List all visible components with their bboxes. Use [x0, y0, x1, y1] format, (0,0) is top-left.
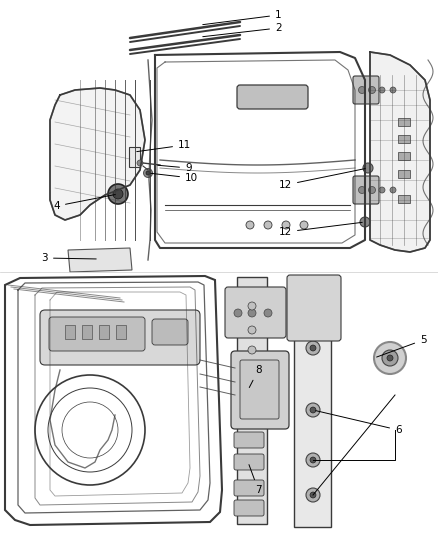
Circle shape [310, 457, 316, 463]
Circle shape [306, 301, 320, 315]
Circle shape [248, 326, 256, 334]
Circle shape [264, 221, 272, 229]
Circle shape [358, 187, 365, 193]
Circle shape [306, 403, 320, 417]
Bar [398, 152, 410, 160]
FancyBboxPatch shape [353, 76, 379, 104]
Circle shape [264, 309, 272, 317]
Circle shape [368, 187, 375, 193]
FancyBboxPatch shape [234, 500, 264, 516]
Circle shape [248, 302, 256, 310]
FancyBboxPatch shape [49, 317, 145, 351]
Bar [65, 325, 75, 339]
Text: 12: 12 [279, 168, 365, 190]
FancyBboxPatch shape [237, 85, 308, 109]
Text: 7: 7 [249, 465, 261, 495]
Circle shape [368, 86, 375, 93]
Circle shape [108, 184, 128, 204]
Text: 3: 3 [41, 253, 96, 263]
Circle shape [310, 345, 316, 351]
Circle shape [310, 492, 316, 498]
Circle shape [310, 305, 316, 311]
FancyBboxPatch shape [152, 319, 188, 345]
Circle shape [248, 346, 256, 354]
Polygon shape [370, 52, 430, 252]
Circle shape [282, 221, 290, 229]
Circle shape [300, 221, 308, 229]
FancyBboxPatch shape [225, 287, 286, 338]
Text: 12: 12 [279, 222, 362, 237]
Bar [398, 135, 410, 143]
Bar [82, 325, 92, 339]
Polygon shape [50, 88, 145, 220]
FancyBboxPatch shape [237, 277, 267, 524]
FancyBboxPatch shape [234, 454, 264, 470]
FancyBboxPatch shape [240, 360, 279, 419]
FancyBboxPatch shape [231, 351, 289, 429]
Circle shape [379, 187, 385, 193]
FancyBboxPatch shape [287, 275, 341, 341]
Circle shape [358, 86, 365, 93]
Text: 6: 6 [316, 410, 402, 435]
Circle shape [363, 163, 373, 173]
Circle shape [144, 168, 152, 177]
Circle shape [113, 189, 123, 199]
Polygon shape [68, 248, 132, 272]
Text: 5: 5 [377, 335, 427, 357]
Circle shape [390, 87, 396, 93]
Text: 9: 9 [158, 163, 192, 173]
Text: 11: 11 [137, 140, 191, 151]
Circle shape [306, 488, 320, 502]
Circle shape [382, 350, 398, 366]
Circle shape [246, 221, 254, 229]
Circle shape [360, 217, 370, 227]
Circle shape [310, 407, 316, 413]
Circle shape [137, 160, 143, 166]
Bar [116, 325, 126, 339]
Circle shape [390, 187, 396, 193]
Circle shape [306, 341, 320, 355]
Circle shape [306, 453, 320, 467]
Circle shape [248, 309, 256, 317]
Circle shape [374, 342, 406, 374]
FancyBboxPatch shape [294, 277, 331, 527]
Bar [99, 325, 109, 339]
FancyBboxPatch shape [353, 176, 379, 204]
Text: 2: 2 [203, 23, 282, 37]
FancyBboxPatch shape [234, 480, 264, 496]
Bar [398, 170, 410, 178]
Bar [398, 118, 410, 126]
Bar [398, 195, 410, 203]
Text: 10: 10 [151, 173, 198, 183]
Text: 4: 4 [53, 195, 115, 211]
Text: 8: 8 [249, 365, 261, 387]
Circle shape [387, 355, 393, 361]
FancyBboxPatch shape [129, 147, 140, 167]
Circle shape [146, 171, 150, 175]
Circle shape [379, 87, 385, 93]
Circle shape [234, 309, 242, 317]
Text: 1: 1 [203, 10, 282, 25]
FancyBboxPatch shape [40, 310, 200, 365]
FancyBboxPatch shape [234, 432, 264, 448]
